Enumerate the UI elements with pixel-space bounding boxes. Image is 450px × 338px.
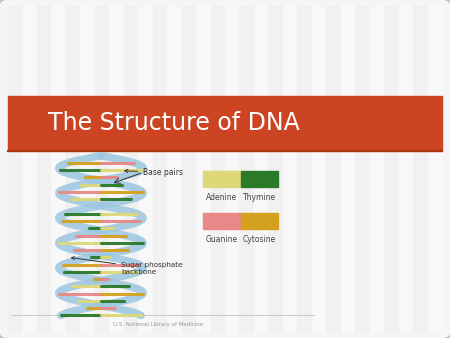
Bar (22, 6, 37, 332)
Bar (240, 213, 278, 229)
Text: Cytosine: Cytosine (243, 235, 276, 244)
Bar (51, 6, 66, 332)
Bar (211, 6, 225, 332)
Bar (312, 6, 326, 332)
Text: U.S. National Library of Medicine: U.S. National Library of Medicine (113, 322, 203, 327)
Bar (203, 213, 240, 229)
Bar (182, 6, 196, 332)
Bar (80, 6, 95, 332)
Bar (203, 171, 240, 187)
Text: Base pairs: Base pairs (125, 168, 183, 177)
Bar (384, 6, 399, 332)
Text: The Structure of DNA: The Structure of DNA (48, 111, 300, 135)
Text: Guanine: Guanine (206, 235, 238, 244)
Bar (153, 6, 167, 332)
Text: Adenine: Adenine (206, 193, 237, 202)
Bar (138, 6, 153, 332)
Bar (109, 6, 124, 332)
Bar (167, 6, 182, 332)
Bar (37, 6, 51, 332)
Bar (355, 6, 370, 332)
Bar (8, 6, 22, 332)
Bar (341, 6, 355, 332)
Bar (413, 6, 428, 332)
Bar (95, 6, 109, 332)
Bar (326, 6, 341, 332)
Bar (399, 6, 413, 332)
Bar (8, 96, 442, 151)
Bar (239, 6, 254, 332)
Bar (240, 171, 278, 187)
Bar (225, 6, 239, 332)
Bar (196, 6, 211, 332)
Text: Thymine: Thymine (243, 193, 276, 202)
Bar (268, 6, 283, 332)
Text: Sugar phosphate
backbone: Sugar phosphate backbone (72, 257, 183, 275)
Bar (124, 6, 138, 332)
Bar (254, 6, 268, 332)
Bar (66, 6, 80, 332)
Bar (283, 6, 297, 332)
Bar (428, 6, 442, 332)
Bar (297, 6, 312, 332)
Bar (370, 6, 384, 332)
